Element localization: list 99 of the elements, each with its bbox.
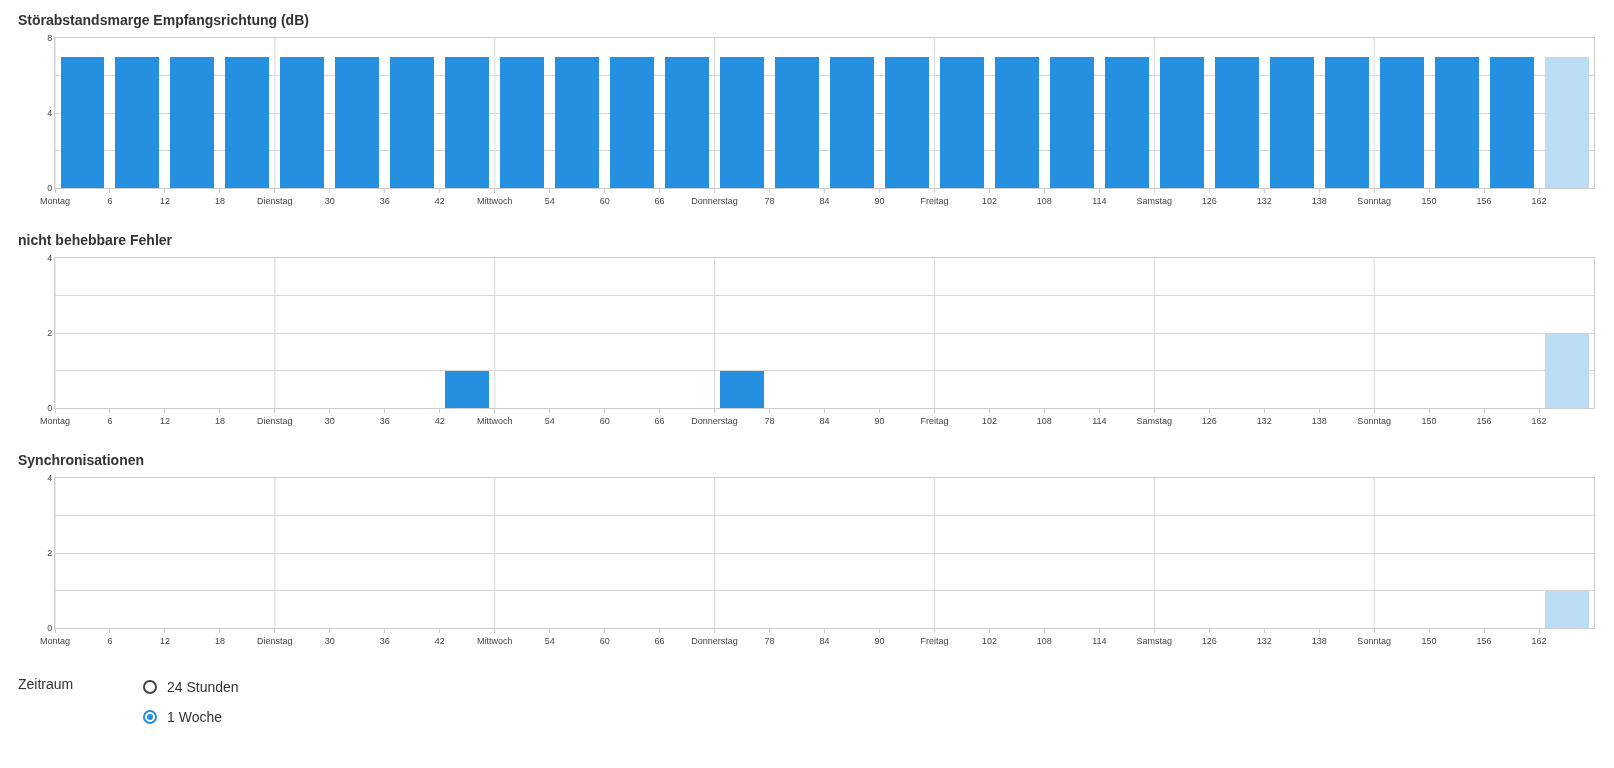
y-tick-label: 4 bbox=[47, 473, 53, 484]
x-tick-label: 54 bbox=[544, 635, 555, 646]
x-tick-label: 42 bbox=[434, 635, 445, 646]
x-tick-label: 126 bbox=[1201, 415, 1217, 426]
x-tick-label: Montag bbox=[39, 635, 71, 646]
x-tick-label: 36 bbox=[379, 195, 390, 206]
x-tick-label: 42 bbox=[434, 415, 445, 426]
x-tick-label: Samstag bbox=[1136, 415, 1173, 426]
x-tick-label: 90 bbox=[874, 415, 885, 426]
x-tick-label: Dienstag bbox=[257, 195, 293, 206]
x-tick-label: 78 bbox=[764, 195, 775, 206]
x-tick-label: 54 bbox=[544, 195, 555, 206]
x-tick-label: 108 bbox=[1036, 635, 1052, 646]
x-tick-label: 138 bbox=[1311, 635, 1327, 646]
x-tick-label: Freitag bbox=[920, 635, 949, 646]
text: 24 Stunden bbox=[167, 679, 239, 695]
x-tick-label: Sonntag bbox=[1357, 415, 1391, 426]
x-tick-label: 126 bbox=[1201, 195, 1217, 206]
x-tick-label: Dienstag bbox=[257, 635, 293, 646]
x-tick-label: 66 bbox=[654, 195, 665, 206]
chart-title: nicht behebbare Fehler bbox=[18, 232, 174, 250]
y-tick-label: 4 bbox=[47, 253, 53, 264]
x-tick-label: Montag bbox=[39, 195, 71, 206]
x-tick-label: Sonntag bbox=[1357, 195, 1391, 206]
x-tick-label: 162 bbox=[1531, 195, 1547, 206]
x-tick-label: 60 bbox=[599, 195, 610, 206]
x-tick-label: 150 bbox=[1421, 195, 1437, 206]
x-tick-label: 30 bbox=[324, 195, 335, 206]
chart-title: Synchronisationen bbox=[18, 452, 146, 470]
x-tick-label: 84 bbox=[819, 415, 830, 426]
chart-title: Störabstandsmarge Empfangsrichtung (dB) bbox=[18, 12, 310, 30]
x-tick-label: Mittwoch bbox=[476, 195, 513, 206]
y-tick-label: 0 bbox=[47, 183, 53, 194]
x-tick-label: 42 bbox=[434, 195, 445, 206]
x-tick-label: Samstag bbox=[1136, 635, 1173, 646]
x-tick-label: 30 bbox=[324, 415, 335, 426]
x-tick-label: 150 bbox=[1421, 415, 1437, 426]
x-tick-label: 156 bbox=[1476, 635, 1492, 646]
x-tick-label: 6 bbox=[107, 415, 113, 426]
y-tick-label: 4 bbox=[47, 108, 53, 119]
x-tick-label: 162 bbox=[1531, 415, 1547, 426]
x-tick-label: 36 bbox=[379, 415, 390, 426]
x-tick-label: 12 bbox=[159, 195, 170, 206]
x-tick-label: 90 bbox=[874, 195, 885, 206]
x-tick-label: 66 bbox=[654, 635, 665, 646]
x-tick-label: 162 bbox=[1531, 635, 1547, 646]
y-tick-label: 2 bbox=[47, 328, 53, 339]
x-tick-label: 78 bbox=[764, 415, 775, 426]
x-tick-label: 132 bbox=[1256, 635, 1272, 646]
x-tick-label: 156 bbox=[1476, 415, 1492, 426]
x-tick-label: 156 bbox=[1476, 195, 1492, 206]
x-tick-label: Mittwoch bbox=[476, 415, 513, 426]
x-tick-label: 84 bbox=[819, 635, 830, 646]
y-tick-label: 0 bbox=[47, 403, 53, 414]
x-tick-label: 18 bbox=[214, 635, 225, 646]
x-tick-label: 108 bbox=[1036, 415, 1052, 426]
x-tick-label: Donnerstag bbox=[691, 635, 738, 646]
x-tick-label: 90 bbox=[874, 635, 885, 646]
y-tick-label: 2 bbox=[47, 548, 53, 559]
x-tick-label: 66 bbox=[654, 415, 665, 426]
x-tick-label: Freitag bbox=[920, 415, 949, 426]
x-tick-label: 12 bbox=[159, 415, 170, 426]
x-tick-label: 114 bbox=[1092, 635, 1107, 646]
x-tick-label: Donnerstag bbox=[691, 195, 738, 206]
x-tick-label: 138 bbox=[1311, 415, 1327, 426]
x-tick-label: 6 bbox=[107, 195, 113, 206]
text: 1 Woche bbox=[167, 709, 222, 725]
x-tick-label: 78 bbox=[764, 635, 775, 646]
x-tick-label: 30 bbox=[324, 635, 335, 646]
y-tick-label: 8 bbox=[47, 33, 53, 44]
x-tick-label: 102 bbox=[981, 635, 997, 646]
x-tick-label: 12 bbox=[159, 635, 170, 646]
x-tick-label: 36 bbox=[379, 635, 390, 646]
x-tick-label: 6 bbox=[107, 635, 113, 646]
x-tick-label: 54 bbox=[544, 415, 555, 426]
x-tick-label: Donnerstag bbox=[691, 415, 738, 426]
text: Zeitraum bbox=[18, 675, 75, 694]
x-tick-label: Samstag bbox=[1136, 195, 1173, 206]
x-tick-label: 18 bbox=[214, 195, 225, 206]
x-tick-label: 114 bbox=[1092, 415, 1107, 426]
y-tick-label: 0 bbox=[47, 623, 53, 634]
x-tick-label: Mittwoch bbox=[476, 635, 513, 646]
x-tick-label: Freitag bbox=[920, 195, 949, 206]
x-tick-label: 132 bbox=[1256, 195, 1272, 206]
x-tick-label: 102 bbox=[981, 415, 997, 426]
x-tick-label: 150 bbox=[1421, 635, 1437, 646]
x-tick-label: 60 bbox=[599, 635, 610, 646]
x-tick-label: 108 bbox=[1036, 195, 1052, 206]
x-tick-label: 138 bbox=[1311, 195, 1327, 206]
x-tick-label: 18 bbox=[214, 415, 225, 426]
x-tick-label: Sonntag bbox=[1357, 635, 1391, 646]
x-tick-label: 84 bbox=[819, 195, 830, 206]
x-tick-label: 60 bbox=[599, 415, 610, 426]
x-tick-label: 102 bbox=[981, 195, 997, 206]
x-tick-label: 132 bbox=[1256, 415, 1272, 426]
x-tick-label: 126 bbox=[1201, 635, 1217, 646]
x-tick-label: Dienstag bbox=[257, 415, 293, 426]
x-tick-label: Montag bbox=[39, 415, 71, 426]
x-tick-label: 114 bbox=[1092, 195, 1107, 206]
